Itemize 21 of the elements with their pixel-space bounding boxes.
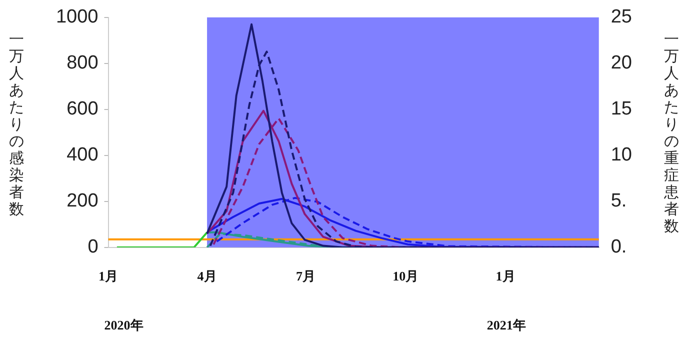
y-tick-label: 400: [66, 144, 98, 166]
y-tick-label: 600: [66, 98, 98, 120]
y2-tick-label: 25: [610, 6, 632, 28]
y2-tick-label: 0.: [610, 236, 627, 258]
text: 一万人あたりの感染者数: [9, 32, 24, 218]
y-tick-label: 1000: [56, 6, 98, 28]
y2-tick-label: 15: [610, 98, 632, 120]
y-tick-label: 200: [66, 190, 98, 212]
y2-tick-label: 10: [610, 144, 632, 166]
text: 2020年: [104, 317, 144, 332]
x-tick-label: 4月: [197, 268, 217, 284]
y2-tick-label: 5.: [610, 190, 627, 212]
text: 2021年: [486, 317, 526, 332]
x-tick-label: 10月: [392, 268, 419, 284]
x-tick-label: 1月: [98, 268, 118, 284]
x-tick-label: 7月: [296, 268, 316, 284]
y-tick-label: 0: [88, 236, 98, 258]
x-tick-label: 1月: [496, 268, 516, 284]
text: 一万人あたりの重症患者数: [664, 32, 679, 235]
y2-tick-label: 20: [610, 52, 632, 74]
y-tick-label: 800: [66, 52, 98, 74]
